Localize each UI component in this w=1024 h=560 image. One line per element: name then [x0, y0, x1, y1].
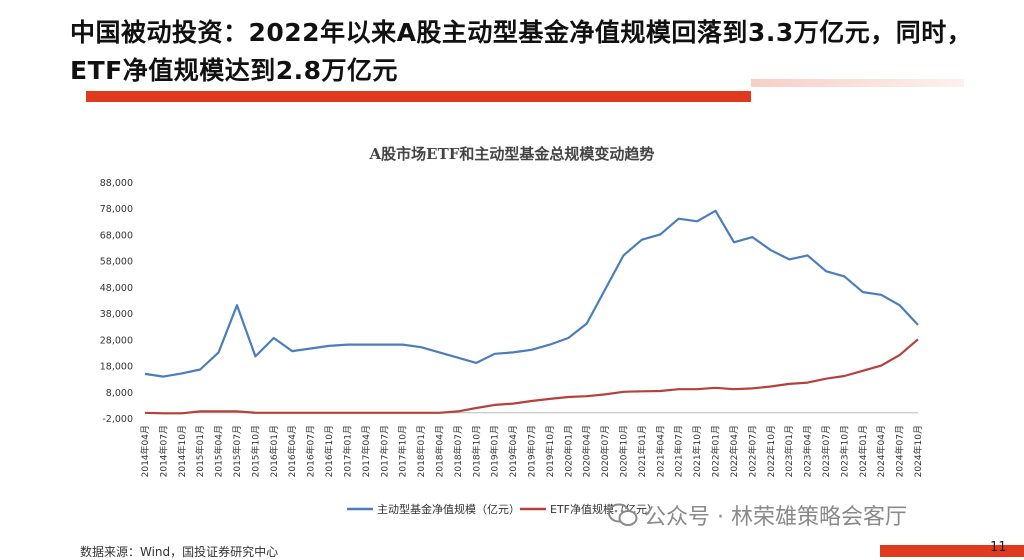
x-tick-label: 2015年01月	[194, 425, 206, 477]
x-tick-label: 2024年01月	[857, 425, 869, 477]
y-tick-label: 18,000	[100, 362, 133, 373]
x-tick-label: 2017年04月	[360, 425, 372, 477]
x-tick-label: 2014年07月	[157, 425, 169, 477]
x-tick-label: 2021年01月	[636, 425, 648, 477]
x-tick-label: 2017年01月	[341, 425, 353, 477]
x-tick-label: 2014年10月	[176, 425, 188, 477]
x-tick-label: 2020年01月	[562, 425, 574, 477]
legend-label: ETF净值规模（亿元）	[550, 502, 658, 516]
x-tick-label: 2015年04月	[213, 425, 225, 477]
x-tick-label: 2023年10月	[838, 425, 850, 477]
x-tick-label: 2024年10月	[912, 425, 924, 477]
x-tick-label: 2019年01月	[489, 425, 501, 477]
series-line-active-funds	[144, 209, 919, 378]
x-tick-label: 2024年04月	[875, 425, 887, 477]
x-tick-label: 2021年07月	[673, 425, 685, 477]
x-tick-label: 2018年04月	[433, 425, 445, 477]
y-tick-label: 38,000	[100, 309, 133, 320]
x-tick-label: 2019年04月	[507, 425, 519, 477]
y-tick-label: 78,000	[100, 204, 133, 215]
slide-title: 中国被动投资：2022年以来A股主动型基金净值规模回落到3.3万亿元，同时，ET…	[70, 18, 973, 85]
y-tick-label: 48,000	[100, 283, 133, 294]
x-tick-label: 2018年01月	[415, 425, 427, 477]
x-tick-label: 2018年07月	[452, 425, 464, 477]
x-tick-label: 2023年07月	[820, 425, 832, 477]
x-tick-label: 2020年04月	[581, 425, 593, 477]
y-tick-label: 58,000	[100, 257, 133, 268]
x-tick-label: 2019年07月	[526, 425, 538, 477]
x-tick-label: 2016年07月	[305, 425, 317, 477]
x-tick-label: 2016年04月	[286, 425, 298, 477]
y-tick-label: 8,000	[106, 388, 133, 399]
y-tick-label: -2,000	[102, 414, 133, 425]
x-tick-label: 2016年01月	[268, 425, 280, 477]
x-tick-label: 2024年07月	[894, 425, 906, 477]
x-tick-label: 2022年04月	[728, 425, 740, 477]
wechat-icon	[608, 502, 638, 532]
footer-accent-bar	[880, 545, 1024, 557]
x-axis: 2014年04月 2014年07月 2014年10月 2015年01月 2015年04月…	[139, 412, 924, 477]
source-note: 数据来源：Wind，国投证券研究中心	[80, 545, 279, 559]
x-tick-label: 2022年07月	[746, 425, 758, 477]
x-tick-label: 2020年10月	[618, 425, 630, 477]
x-tick-label: 2016年10月	[323, 425, 335, 477]
x-tick-label: 2023年01月	[783, 425, 795, 477]
series-line-etf	[144, 338, 919, 415]
x-tick-label: 2014年04月	[139, 425, 151, 477]
x-tick-label: 2015年10月	[249, 425, 261, 477]
x-tick-label: 2021年04月	[654, 425, 666, 477]
x-tick-label: 2019年10月	[544, 425, 556, 477]
legend-label: 主动型基金净值规模（亿元）	[377, 502, 520, 516]
x-tick-label: 2017年07月	[378, 425, 390, 477]
series-lines	[144, 209, 919, 415]
x-tick-label: 2022年01月	[710, 425, 722, 477]
x-tick-label: 2023年04月	[802, 425, 814, 477]
y-tick-label: 28,000	[100, 335, 133, 346]
page-number: 11	[990, 540, 1007, 555]
chart-title: A股市场ETF和主动型基金总规模变动趋势	[369, 145, 655, 163]
x-tick-label: 2021年10月	[691, 425, 703, 477]
title-underline-bar	[86, 91, 751, 102]
x-tick-label: 2020年07月	[599, 425, 611, 477]
x-tick-label: 2015年07月	[231, 425, 243, 477]
title-underline-fade	[751, 79, 964, 87]
x-tick-label: 2017年10月	[397, 425, 409, 477]
watermark-text: 公众号 · 林荣雄策略会客厅	[644, 505, 907, 530]
x-tick-label: 2022年10月	[765, 425, 777, 477]
y-tick-label: 68,000	[100, 230, 133, 241]
y-axis: -2,000 8,000 18,000 28,000 38,000 48,000 58,00…	[100, 178, 133, 425]
x-tick-label: 2018年10月	[470, 425, 482, 477]
y-tick-label: 88,000	[100, 178, 133, 189]
